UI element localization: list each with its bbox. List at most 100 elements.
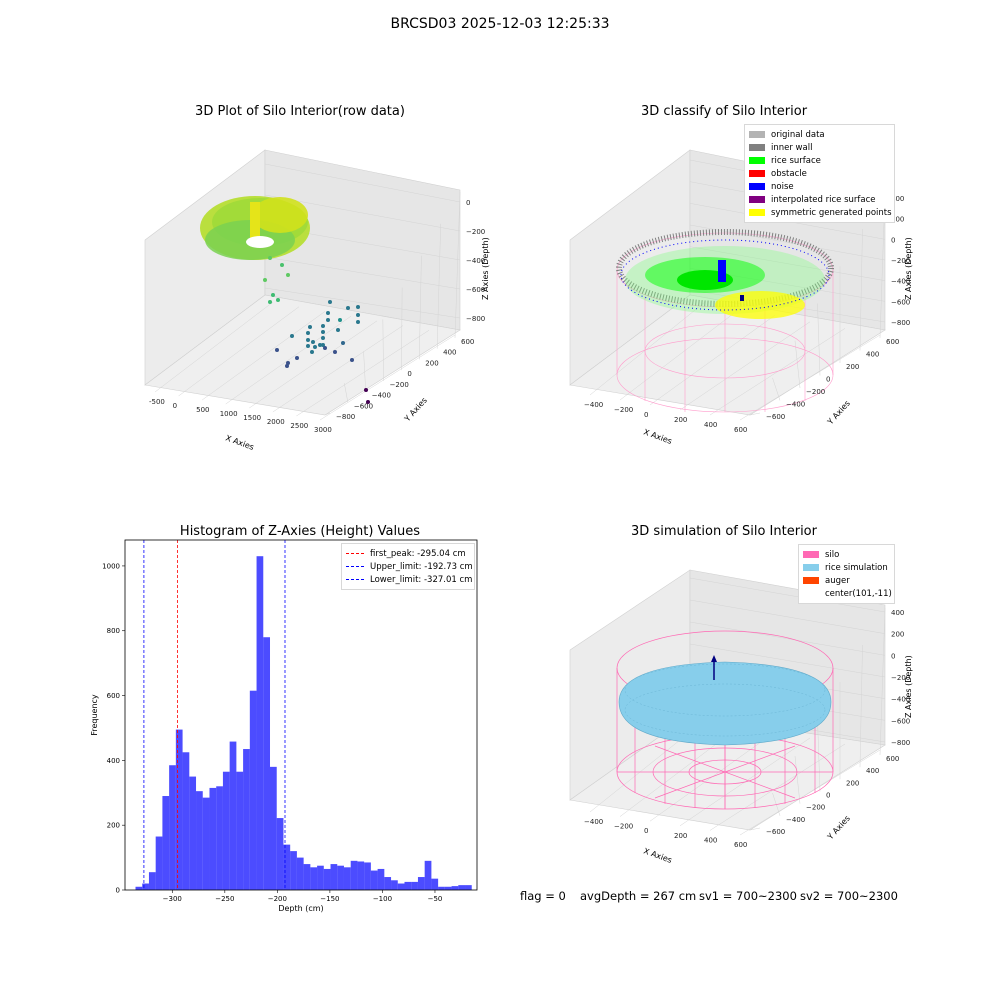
- legend-label: Upper_limit: -192.73 cm: [370, 561, 473, 572]
- x-gridline: [709, 743, 846, 831]
- x-tick-label: −400: [584, 401, 603, 409]
- x-gridline: [296, 330, 430, 417]
- raw-scatter-point: [285, 364, 289, 368]
- legend-swatch: [749, 144, 765, 151]
- histogram-bar: [458, 885, 466, 890]
- z-gridline: [264, 287, 461, 319]
- z-tick-label: 400: [891, 195, 904, 203]
- histogram-bar: [357, 861, 365, 890]
- legend-label: obstacle: [771, 168, 807, 179]
- z-tick-label: −800: [466, 315, 485, 323]
- y-tick-label: −400: [786, 401, 805, 409]
- figure-title: BRCSD03 2025-12-03 12:25:33: [390, 16, 610, 32]
- z-tick-label: −600: [466, 286, 485, 294]
- classify-rice-surface: [620, 239, 830, 319]
- histogram-legend-item: Upper_limit: -192.73 cm: [346, 560, 473, 573]
- z-gridline: [264, 256, 461, 290]
- histogram-bar: [276, 818, 284, 890]
- histogram-bar: [182, 752, 190, 890]
- y-tick-label: 200: [846, 779, 859, 787]
- y-tick-label: 0: [826, 376, 830, 384]
- raw-scatter-point: [318, 343, 322, 347]
- histogram-bar: [404, 881, 412, 890]
- z-gridline: [689, 599, 886, 634]
- classify-legend-item: obstacle: [749, 167, 890, 180]
- simulation-z-axis-label: Z Axies (Depth): [904, 655, 913, 718]
- classify-legend-item: inner wall: [749, 141, 890, 154]
- simulation-gridlines: [589, 577, 886, 836]
- x-tick-label: −200: [614, 406, 633, 414]
- histogram-bar: [142, 883, 149, 890]
- histogram-x-label: Depth (cm): [278, 904, 323, 913]
- x-gridline: [249, 320, 378, 409]
- histogram-bar: [155, 836, 163, 890]
- raw-scatter-point: [295, 356, 299, 360]
- x-tick-label: 2000: [267, 418, 285, 426]
- y-gridline: [794, 755, 801, 804]
- legend-swatch: [803, 551, 819, 558]
- histogram-bar: [303, 864, 311, 890]
- legend-label: symmetric generated points: [771, 207, 892, 218]
- raw-scatter-point: [286, 273, 290, 277]
- histogram-x-tick-label: −150: [320, 895, 339, 903]
- x-tick-label: 400: [704, 421, 717, 429]
- x-gridline: [319, 334, 456, 421]
- z-tick-label: 0: [891, 236, 895, 244]
- legend-label: auger: [825, 575, 850, 586]
- raw-scatter-point: [268, 300, 272, 304]
- raw-scatter-point: [326, 311, 330, 315]
- z-tick-label: 200: [891, 631, 904, 639]
- classify-noise-points: [718, 260, 744, 301]
- histogram-y-tick-label: 0: [116, 887, 120, 895]
- x-tick-label: 0: [644, 827, 648, 835]
- raw-scatter-point: [271, 293, 275, 297]
- histogram-bar: [135, 886, 143, 890]
- z-gridline: [689, 643, 886, 678]
- raw-plot-title: 3D Plot of Silo Interior(row data): [195, 104, 405, 119]
- y-tick-label: 0: [407, 370, 411, 378]
- z-tick-label: 200: [891, 216, 904, 224]
- legend-swatch: [749, 209, 765, 216]
- histogram-x-tick-label: −300: [163, 895, 182, 903]
- histogram-x-tick-label: −250: [215, 895, 234, 903]
- y-tick-label: 400: [866, 767, 879, 775]
- histogram-bar: [330, 864, 338, 890]
- classify-legend-item: noise: [749, 180, 890, 193]
- histogram-y-label: Frequency: [90, 694, 99, 736]
- simulation-rice-surface: [618, 661, 832, 746]
- histogram-bar: [411, 881, 418, 890]
- simulation-legend-item: rice simulation: [803, 561, 890, 574]
- legend-label: silo: [825, 549, 840, 560]
- raw-scatter-point: [356, 313, 360, 317]
- legend-label: Lower_limit: -327.01 cm: [370, 574, 473, 585]
- histogram-x-ticks: −300−250−200−150−100−500: [163, 890, 442, 903]
- raw-scatter-point: [268, 256, 272, 260]
- histogram-bar: [350, 860, 358, 890]
- x-gridline: [649, 314, 776, 406]
- z-tick-label: 0: [466, 199, 470, 207]
- histogram-bar: [236, 771, 244, 890]
- y-tick-label: 200: [425, 359, 438, 367]
- histogram-bar: [364, 862, 371, 890]
- raw-y-axis-label: Y Axies: [402, 396, 429, 424]
- histogram-bar: [310, 867, 318, 890]
- y-tick-label: −400: [372, 392, 391, 400]
- legend-line-swatch: [346, 579, 364, 580]
- raw-x-axis-label: X Axies: [224, 433, 255, 452]
- sv1-status: sv1 = 700~2300: [699, 889, 797, 903]
- histogram-bar: [397, 883, 405, 890]
- y-tick-label: −800: [336, 413, 355, 421]
- x-tick-label: 600: [734, 426, 747, 434]
- raw-3d-plot: -500 0 500 1000 1500 2000 2500 30006004002000−2…: [144, 149, 490, 452]
- x-tick-label: −200: [614, 823, 633, 831]
- x-tick-label: 0: [173, 402, 177, 410]
- z-tick-label: 400: [891, 609, 904, 617]
- histogram-bar: [162, 796, 170, 890]
- x-gridline: [225, 315, 352, 405]
- histogram-chart: −300 −250 −200 −150 −100 −50 0 0 200 400 600 800 10…: [90, 539, 478, 913]
- legend-swatch: [749, 196, 765, 203]
- histogram-bar: [438, 886, 445, 890]
- raw-scatter-point: [306, 338, 310, 342]
- x-tick-label: 1500: [243, 414, 261, 422]
- legend-label: interpolated rice surface: [771, 194, 876, 205]
